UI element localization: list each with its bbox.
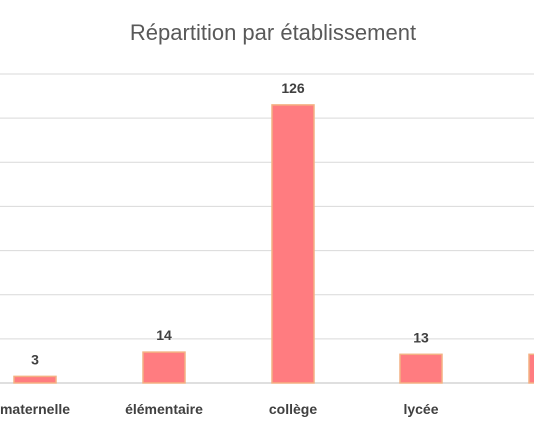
category-label: élémentaire	[125, 401, 203, 417]
bar	[13, 375, 57, 384]
bar	[399, 353, 443, 384]
gridlines	[0, 73, 534, 384]
data-labels: 3 14 126 13	[31, 80, 429, 367]
data-label: 3	[31, 351, 39, 367]
bar	[528, 353, 534, 384]
category-label: maternelle	[0, 401, 70, 417]
bar	[142, 351, 186, 384]
category-label: lycée	[403, 401, 438, 417]
data-label: 126	[281, 80, 305, 96]
data-label: 14	[156, 327, 172, 343]
data-label: 13	[413, 329, 429, 345]
bar	[271, 104, 315, 384]
chart-title: Répartition par établissement	[130, 20, 416, 45]
bars	[13, 104, 534, 384]
category-labels: maternelle élémentaire collège lycée	[0, 401, 439, 417]
category-label: collège	[269, 401, 317, 417]
